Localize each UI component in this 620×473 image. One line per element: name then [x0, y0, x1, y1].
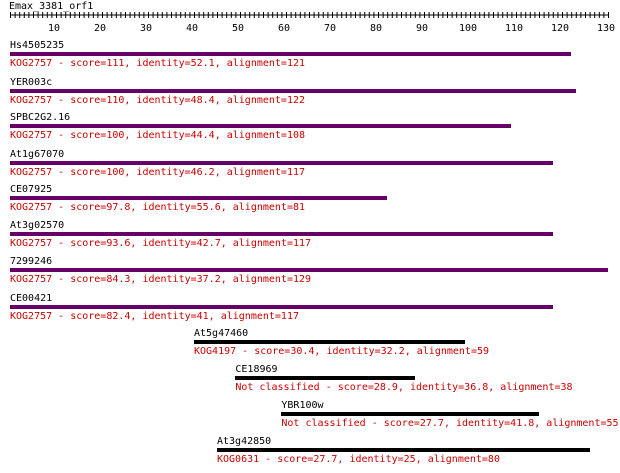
alignment-bar[interactable]: [217, 448, 590, 452]
alignment-bar[interactable]: [194, 340, 466, 344]
alignment-bar[interactable]: [10, 52, 572, 56]
hit-description: KOG2757 - score=110, identity=48.4, alig…: [10, 95, 306, 106]
hit-description: KOG0631 - score=27.7, identity=25, align…: [217, 454, 500, 465]
hit-description: KOG2757 - score=97.8, identity=55.6, ali…: [10, 202, 306, 213]
ruler-tick-label: 70: [324, 23, 336, 34]
hit-name[interactable]: 7299246: [10, 256, 53, 267]
alignment-bar[interactable]: [10, 124, 512, 128]
query-sequence-name: Emax_3381_orf1: [9, 1, 94, 12]
alignment-bar[interactable]: [10, 232, 553, 236]
hit-description: KOG2757 - score=100, identity=44.4, alig…: [10, 130, 306, 141]
ruler-tick-label: 90: [416, 23, 428, 34]
alignment-bar[interactable]: [235, 376, 415, 380]
ruler-tick-label: 120: [551, 23, 569, 34]
alignment-bar[interactable]: [10, 196, 388, 200]
ruler-tick-label: 100: [459, 23, 477, 34]
hit-description: KOG2757 - score=100, identity=46.2, alig…: [10, 167, 306, 178]
hit-name[interactable]: Hs4505235: [10, 40, 65, 51]
alignment-bar[interactable]: [10, 89, 576, 93]
ruler-tick-label: 50: [232, 23, 244, 34]
hit-name[interactable]: YBR100w: [281, 400, 324, 411]
sequence-ruler: 10 20 30 40 50 60 70 80 90 100 110 120 130: [10, 12, 615, 34]
hit-name[interactable]: CE07925: [10, 184, 53, 195]
hit-description: KOG4197 - score=30.4, identity=32.2, ali…: [194, 346, 490, 357]
hit-description: KOG2757 - score=82.4, identity=41, align…: [10, 311, 299, 322]
hit-description: Not classified - score=27.7, identity=41…: [281, 418, 619, 429]
hit-name[interactable]: SPBC2G2.16: [10, 112, 71, 123]
ruler-tick-label: 60: [278, 23, 290, 34]
hit-description: KOG2757 - score=84.3, identity=37.2, ali…: [10, 274, 312, 285]
hit-name[interactable]: At1g67070: [10, 149, 65, 160]
hit-name[interactable]: CE00421: [10, 293, 53, 304]
hit-name[interactable]: At3g02570: [10, 220, 65, 231]
hit-name[interactable]: YER003c: [10, 77, 53, 88]
hit-description: KOG2757 - score=111, identity=52.1, alig…: [10, 58, 306, 69]
hit-name[interactable]: At5g47460: [194, 328, 249, 339]
alignment-bar[interactable]: [10, 305, 553, 309]
ruler-tick-label: 110: [505, 23, 523, 34]
alignment-bar[interactable]: [281, 412, 539, 416]
alignment-bar[interactable]: [10, 161, 553, 165]
ruler-tick-label: 10: [48, 23, 60, 34]
ruler-tick-label: 130: [597, 23, 615, 34]
hit-name[interactable]: CE18969: [235, 364, 278, 375]
ruler-tick-label: 40: [186, 23, 198, 34]
hit-name[interactable]: At3g42850: [217, 436, 272, 447]
ruler-tick-label: 30: [140, 23, 152, 34]
ruler-tick-label: 80: [370, 23, 382, 34]
hit-description: KOG2757 - score=93.6, identity=42.7, ali…: [10, 238, 312, 249]
ruler-tick-label: 20: [94, 23, 106, 34]
alignment-bar[interactable]: [10, 268, 608, 272]
hit-description: Not classified - score=28.9, identity=36…: [235, 382, 573, 393]
